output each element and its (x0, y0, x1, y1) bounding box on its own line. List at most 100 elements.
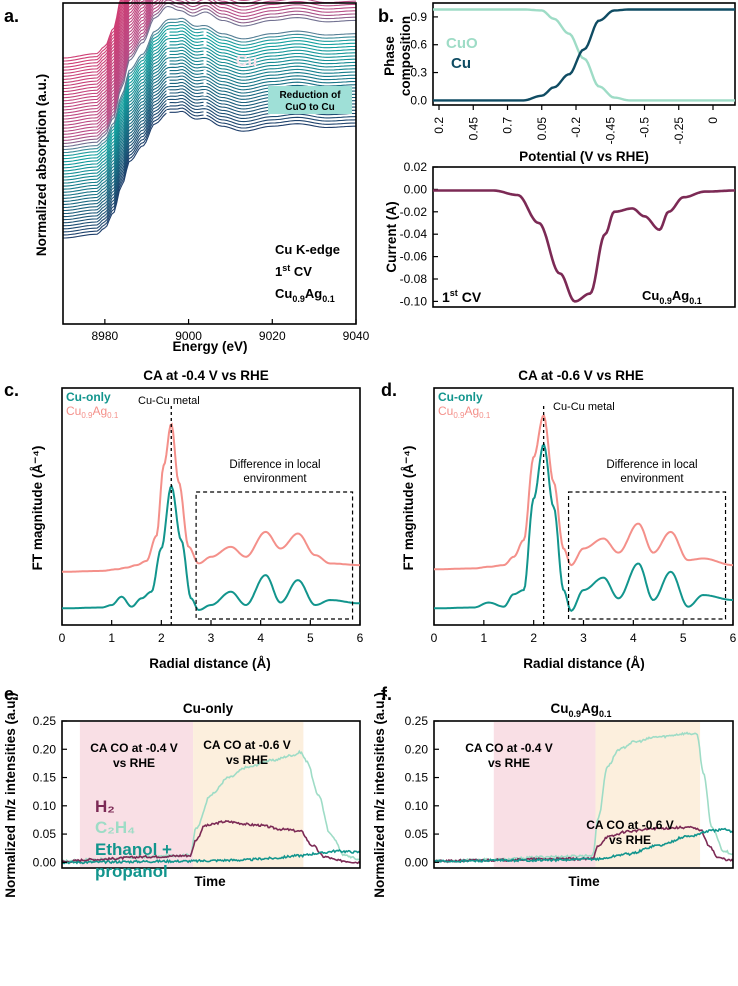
ms-tick-label: 0.00 (405, 855, 429, 869)
energy-tick-label: 9020 (259, 329, 286, 343)
region2-label-e-2: vs RHE (226, 753, 268, 767)
ft-axis-title-d: FT magnitude (Å⁻⁴) (401, 446, 416, 571)
xanes-trace (63, 49, 356, 181)
diff-label-c-1: Difference in local (229, 459, 320, 471)
legend-cuag-d: Cu0.9Ag0.1 (438, 404, 491, 420)
xanes-trace (63, 0, 149, 117)
difference-box (195, 491, 354, 620)
xanes-trace (63, 40, 356, 172)
panel-e-frame (61, 720, 361, 869)
current-plot: 0.02 0.00 -0.02 -0.04 -0.06 -0.08 -0.10 (400, 160, 735, 308)
legend-ethanol-1: Ethanol + (95, 840, 172, 859)
ms-series-2 (61, 848, 361, 865)
radial-axis-title-c: Radial distance (Å) (149, 656, 271, 671)
phase-series-1 (433, 8, 735, 102)
phase-frame (432, 2, 736, 106)
region2-label-f-1: CA CO at -0.6 V (586, 818, 674, 832)
phase-tick-label: 0.6 (410, 38, 427, 52)
xanes-trace (63, 53, 356, 184)
xanes-trace (63, 56, 356, 187)
phase-tick-label: 0.9 (410, 10, 427, 24)
ms-tick-label: 0.05 (405, 827, 429, 841)
xanes-trace (63, 107, 356, 236)
difference-box (567, 491, 727, 620)
radial-tick-label: 3 (208, 631, 215, 645)
panel-f-label: f. (381, 684, 392, 704)
xanes-trace (63, 0, 147, 111)
peak-label-d: Cu-Cu metal (553, 401, 615, 413)
xanes-trace (63, 0, 132, 90)
xanes-trace (63, 33, 356, 166)
ms-axis-title-f: Normalized m/z intensities (a.u.) (372, 692, 387, 898)
sample-label-b: Cu0.9Ag0.1 (642, 288, 702, 306)
energy-tick-label: 9000 (175, 329, 202, 343)
potential-tick-label: -0.5 (638, 117, 652, 138)
xanes-trace (63, 0, 356, 141)
radial-tick-label: 0 (431, 631, 438, 645)
energy-tick-label: 9040 (343, 329, 370, 343)
radial-tick-label: 5 (680, 631, 687, 645)
ms-plot-e: 0.00 0.05 0.10 0.15 0.20 0.25 (33, 714, 361, 869)
reduction-box (268, 86, 352, 114)
time-axis-title-f: Time (568, 874, 600, 889)
cv-label: 1st CV (275, 263, 312, 279)
panel-c: c. CA at -0.4 V vs RHE 0 1 2 3 4 5 6 Cu-only C… (4, 368, 364, 671)
ms-tick-label: 0.10 (33, 799, 57, 813)
radial-tick-label: 4 (257, 631, 264, 645)
xanes-trace (63, 0, 123, 62)
current-tick-label: -0.02 (400, 205, 428, 219)
region1-label-f-1: CA CO at -0.4 V (465, 741, 553, 755)
radial-tick-label: 1 (480, 631, 487, 645)
current-frame (432, 166, 736, 308)
energy-axis: 8980 9000 9020 9040 (92, 319, 370, 343)
region-1 (79, 722, 194, 867)
xanes-trace (63, 59, 356, 190)
current-tick-label: -0.06 (400, 250, 428, 264)
edge-label: Cu K-edge (275, 242, 340, 257)
xanes-trace (63, 69, 356, 199)
potential-tick-label: 0.45 (466, 117, 480, 141)
xanes-trace (63, 0, 124, 65)
sample-label: Cu0.9Ag0.1 (275, 286, 335, 304)
radial-tick-label: 2 (158, 631, 165, 645)
absorption-axis-title: Normalized absorption (a.u.) (34, 74, 49, 256)
potential-tick-label: 0 (706, 117, 720, 124)
diff-label-d-2: environment (620, 473, 684, 485)
panel-d-label: d. (381, 380, 397, 400)
panel-f-frame (433, 720, 734, 869)
ms-axis-title-e: Normalized m/z intensities (a.u.) (3, 692, 18, 898)
xanes-trace (63, 0, 145, 108)
energy-tick-label: 8980 (92, 329, 119, 343)
ms-tick-label: 0.25 (33, 714, 57, 728)
radial-tick-label: 1 (108, 631, 115, 645)
xanes-trace (63, 24, 356, 157)
radial-tick-label: 2 (530, 631, 537, 645)
panel-a-label: a. (4, 6, 19, 26)
legend-c2h4: C₂H₄ (95, 818, 135, 837)
ms-tick-label: 0.20 (405, 742, 429, 756)
xanes-trace (63, 0, 263, 126)
ft-series-1 (62, 422, 360, 573)
potential-tick-label: -0.25 (672, 117, 686, 145)
xanes-trace (63, 0, 129, 83)
region1-label-e-1: CA CO at -0.4 V (90, 741, 178, 755)
xanes-trace (63, 101, 356, 230)
ft-plot-c: 0 1 2 3 4 5 6 (59, 406, 364, 645)
potential-tick-label: -0.2 (569, 117, 583, 138)
panel-f: f. Cu0.9Ag0.1 0.00 0.05 0.10 0.15 0.20 0.25 C… (372, 684, 734, 898)
ft-axis-title-c: FT magnitude (Å⁻⁴) (30, 446, 45, 571)
current-tick-label: 0.02 (404, 160, 428, 174)
panel-a-frame (62, 2, 357, 325)
cuo-region-label: CuO (211, 151, 245, 168)
panel-d-title: CA at -0.6 V vs RHE (518, 368, 644, 383)
xanes-trace (63, 110, 356, 239)
xanes-trace (63, 0, 139, 102)
potential-tick-label: -0.45 (603, 117, 617, 145)
energy-axis-title: Energy (eV) (172, 339, 247, 354)
xanes-trace (63, 0, 134, 93)
xanes-trace (63, 2, 356, 144)
xanes-trace (63, 0, 251, 123)
reduction-box-line1: Reduction of (279, 90, 341, 101)
phase-tick-label: 0.3 (410, 66, 427, 80)
